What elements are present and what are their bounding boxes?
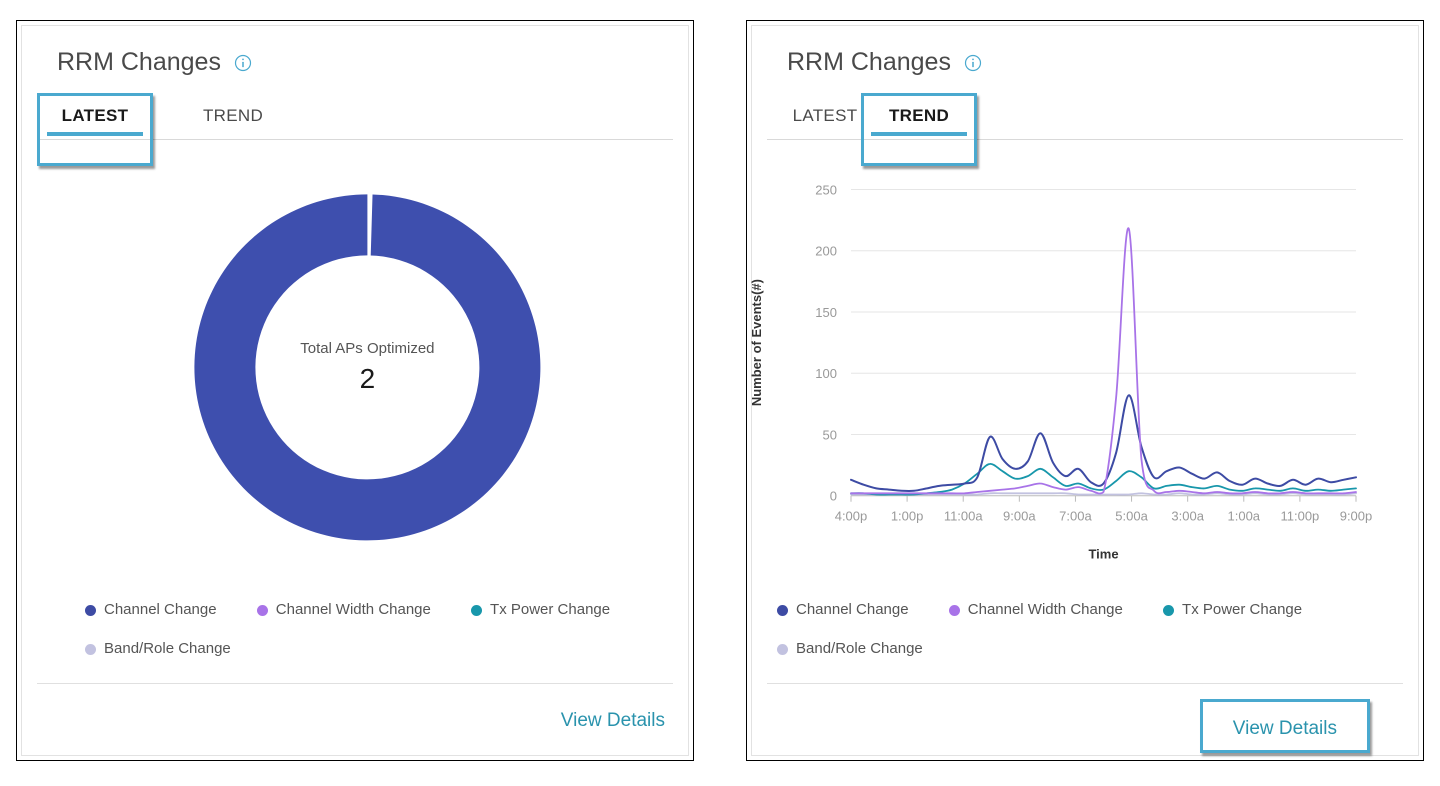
svg-text:7:00a: 7:00a xyxy=(1059,508,1092,523)
svg-text:4:00p: 4:00p xyxy=(835,508,868,523)
svg-text:Number of Events(#): Number of Events(#) xyxy=(749,279,764,406)
svg-text:Time: Time xyxy=(1088,547,1118,562)
svg-text:1:00a: 1:00a xyxy=(1228,508,1261,523)
svg-text:250: 250 xyxy=(815,183,837,198)
svg-text:5:00a: 5:00a xyxy=(1115,508,1148,523)
svg-text:0: 0 xyxy=(830,489,837,504)
svg-text:11:00p: 11:00p xyxy=(1280,508,1319,523)
svg-text:150: 150 xyxy=(815,305,837,320)
svg-text:1:00p: 1:00p xyxy=(891,508,924,523)
svg-text:50: 50 xyxy=(823,427,837,442)
svg-text:11:00a: 11:00a xyxy=(944,508,984,523)
svg-text:3:00a: 3:00a xyxy=(1171,508,1204,523)
svg-text:9:00a: 9:00a xyxy=(1003,508,1036,523)
svg-text:200: 200 xyxy=(815,244,837,259)
svg-text:9:00p: 9:00p xyxy=(1340,508,1373,523)
svg-text:100: 100 xyxy=(815,366,837,381)
